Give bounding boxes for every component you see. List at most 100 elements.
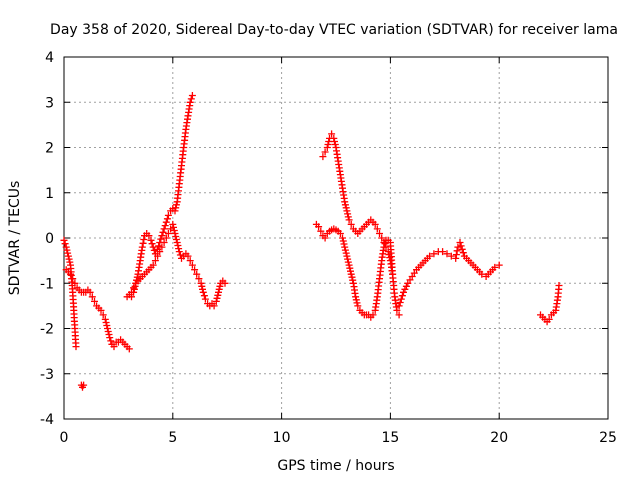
data-point-marker xyxy=(162,234,170,242)
data-point-marker xyxy=(443,250,451,258)
data-point-marker xyxy=(65,255,73,263)
data-point-marker xyxy=(458,245,466,253)
data-point-marker xyxy=(426,252,434,260)
data-point-marker xyxy=(342,204,350,212)
data-point-marker xyxy=(545,315,553,323)
data-point-marker xyxy=(452,251,460,259)
data-point-marker xyxy=(173,239,181,246)
data-point-marker xyxy=(187,95,195,103)
data-point-marker xyxy=(149,261,157,269)
data-point-marker xyxy=(128,288,135,296)
y-tick-label: -1 xyxy=(40,276,54,292)
data-point-marker xyxy=(199,288,207,296)
data-point-marker xyxy=(349,276,357,284)
y-tick-label: -2 xyxy=(40,322,54,338)
data-point-marker xyxy=(319,153,327,161)
data-point-marker xyxy=(348,273,356,281)
data-point-marker xyxy=(160,225,168,233)
data-point-marker xyxy=(495,261,503,269)
x-tick-label: 20 xyxy=(490,430,508,446)
data-point-marker xyxy=(317,227,325,235)
data-point-marker xyxy=(401,285,409,293)
data-point-marker xyxy=(172,233,180,240)
data-point-marker xyxy=(171,230,179,237)
y-axis-label: SDTVAR / TECUs xyxy=(7,181,23,296)
data-point-marker xyxy=(88,293,96,301)
data-point-marker xyxy=(186,98,194,106)
data-point-marker xyxy=(330,134,338,142)
data-point-marker xyxy=(400,288,407,296)
data-point-marker xyxy=(340,240,348,248)
data-point-marker xyxy=(321,148,329,156)
y-tick-label: 4 xyxy=(45,50,54,66)
data-point-marker xyxy=(395,311,403,319)
data-point-marker xyxy=(157,235,165,243)
data-point-marker xyxy=(378,234,386,242)
data-point-marker xyxy=(147,236,155,244)
data-point-marker xyxy=(175,245,183,253)
data-point-marker xyxy=(99,311,107,319)
data-point-marker xyxy=(162,218,170,226)
data-point-marker xyxy=(130,284,138,292)
x-tick-label: 25 xyxy=(599,430,617,446)
data-point-marker xyxy=(198,282,206,290)
data-point-marker xyxy=(191,266,199,274)
data-point-marker xyxy=(170,227,178,234)
data-point-marker xyxy=(382,243,390,251)
data-point-marker xyxy=(172,236,180,243)
data-point-marker xyxy=(354,302,362,310)
y-tick-label: 0 xyxy=(45,231,54,247)
data-point-marker xyxy=(343,207,351,215)
data-point-marker xyxy=(62,243,70,251)
data-point-marker xyxy=(459,249,467,257)
data-point-marker xyxy=(188,261,196,269)
data-point-marker xyxy=(86,288,94,296)
data-point-marker xyxy=(347,267,354,275)
data-point-marker xyxy=(331,141,339,148)
data-point-marker xyxy=(339,237,347,245)
data-point-marker xyxy=(339,234,346,242)
data-point-marker xyxy=(343,252,351,260)
data-point-marker xyxy=(140,236,148,243)
data-point-marker xyxy=(171,207,179,215)
x-axis-label: GPS time / hours xyxy=(277,458,394,474)
data-point-marker xyxy=(369,311,377,319)
y-tick-label: 3 xyxy=(45,95,54,111)
data-point-marker xyxy=(315,223,323,231)
data-point-marker xyxy=(373,225,381,233)
data-point-marker xyxy=(344,255,352,263)
x-tick-label: 15 xyxy=(381,430,399,446)
data-point-marker xyxy=(164,230,172,237)
data-point-marker xyxy=(221,279,229,287)
data-point-marker xyxy=(110,343,118,351)
data-point-marker xyxy=(60,236,68,244)
data-point-marker xyxy=(385,251,393,259)
data-point-marker xyxy=(214,291,222,299)
data-point-marker xyxy=(213,294,221,302)
data-point-marker xyxy=(328,130,336,138)
data-point-marker xyxy=(396,299,404,306)
data-point-marker xyxy=(161,222,169,230)
data-point-marker xyxy=(133,276,140,284)
data-point-marker xyxy=(61,240,69,248)
data-point-marker xyxy=(102,319,110,326)
data-point-marker xyxy=(72,343,80,351)
data-point-marker xyxy=(215,288,222,296)
data-point-marker xyxy=(163,215,171,223)
data-point-marker xyxy=(170,223,177,231)
data-point-marker xyxy=(66,258,74,266)
data-point-marker xyxy=(402,282,410,290)
data-point-marker xyxy=(63,246,71,254)
data-point-marker xyxy=(341,198,349,206)
data-point-marker xyxy=(186,257,194,265)
data-point-marker xyxy=(341,201,349,209)
data-point-marker xyxy=(164,211,172,219)
data-point-marker xyxy=(71,279,79,287)
data-point-marker xyxy=(555,282,563,289)
x-tick-label: 10 xyxy=(273,430,291,446)
data-point-marker xyxy=(184,252,192,260)
data-point-marker xyxy=(107,337,115,345)
data-point-marker xyxy=(457,242,465,250)
x-tick-label: 0 xyxy=(60,430,69,446)
